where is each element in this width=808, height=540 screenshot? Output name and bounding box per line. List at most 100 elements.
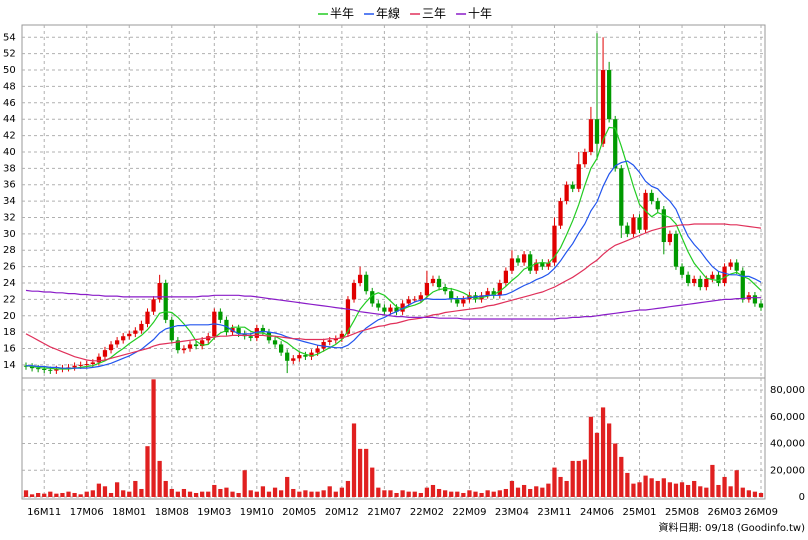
x-tick-label: 20M12 [325,507,359,518]
volume-bar [637,482,642,497]
volume-bar [54,493,59,497]
candle-body [145,311,150,324]
x-tick-label: 24M06 [580,507,614,518]
candle-body [394,307,399,312]
candle-body [127,333,132,337]
volume-bar [710,464,715,497]
candle-body [406,299,411,304]
candle-body [607,70,612,120]
legend-label: 十年 [468,7,492,21]
candle-body [455,299,460,304]
legend-label: 年線 [376,6,400,21]
volume-bar [266,491,272,497]
volume-bar [607,423,612,497]
volume-bar [540,487,545,497]
volume-bar [108,492,114,497]
volume-bar [461,492,466,497]
candle-body [424,282,430,296]
volume-bar [376,487,381,497]
volume-bar [491,491,496,497]
candle-body [588,119,594,152]
candle-body [388,307,393,312]
candle-body [673,233,679,267]
candle-body [619,168,624,226]
candle-body [133,330,138,334]
candle-body [667,233,673,243]
volume-bar [418,492,423,497]
candle-body [102,350,108,357]
x-tick-label: 26M09 [744,507,778,518]
candle-body [534,262,539,271]
candle-body [521,254,527,263]
y-tick-label: 52 [3,49,16,60]
x-tick-label: 25M01 [622,507,656,518]
candle-body [54,368,59,371]
candle-body [78,364,83,366]
candle-body [485,291,490,296]
volume-bar [552,467,557,497]
y-tick-label: 16 [3,344,16,355]
volume-bar [382,490,387,497]
volume-bar [588,416,594,497]
ma-line [25,126,762,370]
volume-bar [558,476,563,497]
volume-bar [679,482,685,497]
volume-bar [661,478,666,497]
volume-bar [163,480,168,497]
x-tick-label: 23M04 [495,507,529,518]
source-note: 資料日期: 09/18 (Goodinfo.tw) [658,521,805,534]
candle-body [649,192,654,202]
volume-bar [692,480,697,497]
volume-bar [521,484,527,497]
volume-bar [449,491,454,497]
y-tick-label: 26 [3,262,16,273]
x-tick-label: 21M07 [367,507,401,518]
candle-body [400,303,405,312]
candle-body [461,299,466,304]
volume-bar [728,486,733,497]
volume-bar [357,448,363,497]
volume-bar [127,491,132,497]
volume-bar [643,475,648,497]
y-tick-label: 42 [3,131,16,142]
volume-bar [546,483,551,497]
volume-bar [96,483,102,497]
ma-line [25,223,762,362]
volume-tick-label: 40,000 [770,439,805,450]
volume-bar [309,491,314,497]
volume-bar [224,487,229,497]
volume-bar [473,491,478,497]
volume-bar [503,488,509,497]
candle-body [704,278,709,288]
volume-bar [528,488,533,497]
volume-bar [242,470,247,497]
volume-bar [497,490,502,497]
volume-bar [321,490,326,497]
y-tick-label: 48 [3,81,16,92]
volume-bar [388,490,393,497]
candle-body [509,258,515,271]
ma-line [26,160,762,369]
volume-bar [339,487,344,497]
volume-bar [254,491,259,497]
candle-body [613,119,618,169]
volume-bar [406,491,411,497]
volume-tick-label: 60,000 [770,412,805,423]
candle-body [151,299,156,312]
candle-body [285,352,290,361]
x-tick-label: 25M08 [665,507,699,518]
candle-body [327,340,332,342]
y-tick-label: 50 [3,65,16,76]
candle-body [90,362,95,365]
candle-body [345,299,351,334]
y-tick-label: 34 [3,196,16,207]
volume-bar [740,487,745,497]
volume-bar [734,470,739,497]
candle-body [600,70,606,144]
volume-bar [278,490,284,497]
candle-body [430,278,436,283]
candle-body [685,274,691,283]
volume-bar [564,480,569,497]
legend-label: 三年 [422,7,446,21]
